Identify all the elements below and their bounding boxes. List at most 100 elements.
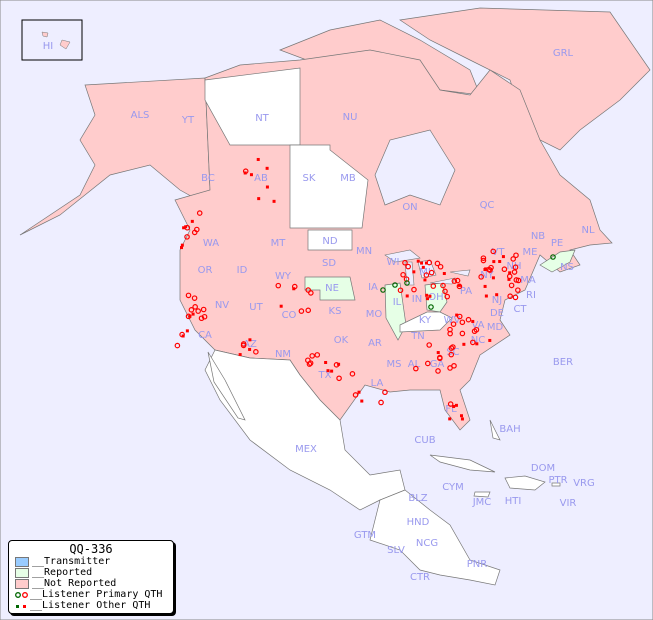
listener-primary-marker xyxy=(194,226,200,233)
listener-primary-marker xyxy=(305,287,312,293)
region-label-slv: SLV xyxy=(387,545,405,556)
region-label-ca: CA xyxy=(198,330,212,341)
listener-primary-marker xyxy=(447,401,454,407)
listener-other-marker xyxy=(423,278,427,282)
region-label-ne: NE xyxy=(325,283,339,294)
region-label-ia: IA xyxy=(368,282,378,293)
region-label-nm: NM xyxy=(275,349,291,360)
listener-other-marker xyxy=(491,276,495,280)
listener-primary-marker xyxy=(434,260,441,267)
listener-primary-marker xyxy=(488,264,494,271)
region-label-pe: PE xyxy=(551,238,563,249)
listener-other-marker xyxy=(420,261,424,265)
listener-primary-marker xyxy=(480,257,487,264)
legend-not-reported: __Not Reported xyxy=(9,578,173,589)
listener-primary-marker xyxy=(195,308,201,314)
region-label-ri: RI xyxy=(526,290,536,301)
listener-primary-marker xyxy=(470,339,476,346)
region-label-nu: NU xyxy=(343,112,358,123)
region-label-gtm: GTM xyxy=(354,530,376,541)
listener-other-marker xyxy=(337,362,341,366)
region-label-mo: MO xyxy=(366,309,383,320)
region-label-wv: WV xyxy=(444,315,461,326)
listener-other-marker xyxy=(238,353,242,357)
region-label-nd: ND xyxy=(322,236,337,247)
region-label-yt: YT xyxy=(181,115,195,126)
legend-label: __Listener Primary QTH xyxy=(30,589,163,600)
region-label-id: ID xyxy=(237,265,248,276)
hawaii-inset xyxy=(21,19,83,61)
region-label-mi: MI xyxy=(419,267,431,278)
listener-primary-marker xyxy=(184,234,190,240)
listener-other-marker xyxy=(484,267,488,271)
region-label-ks: KS xyxy=(329,306,342,317)
region-label-sk: SK xyxy=(303,173,316,184)
listener-primary-marker xyxy=(511,269,518,275)
listener-markers xyxy=(174,157,556,421)
region-label-wa: WA xyxy=(203,238,219,249)
region-label-tn: TN xyxy=(410,331,425,342)
region-label-ar: AR xyxy=(368,338,382,349)
region-label-wy: WY xyxy=(275,271,292,282)
legend: QQ-336 __Transmitter __Reported __Not Re… xyxy=(8,540,174,614)
region-label-ny: NY xyxy=(480,270,494,281)
listener-other-marker xyxy=(405,294,409,298)
listener-primary-marker xyxy=(490,248,497,255)
region-label-al: AL xyxy=(408,359,421,370)
listener-other-marker xyxy=(483,284,487,288)
region-label-fl: FL xyxy=(445,404,457,415)
listener-primary-marker xyxy=(188,307,195,313)
region-label-or: OR xyxy=(198,265,213,276)
listener-other-marker xyxy=(462,342,466,346)
listener-other-marker xyxy=(412,270,416,274)
region-label-nc: NC xyxy=(471,335,485,346)
region-label-de: DE xyxy=(490,308,504,319)
region-label-co: CO xyxy=(282,310,297,321)
region-label-ns: NS xyxy=(560,262,574,273)
listener-primary-marker xyxy=(352,392,359,398)
region-label-sd: SD xyxy=(322,258,336,269)
region-label-ms: MS xyxy=(387,359,402,370)
listener-other-marker xyxy=(360,399,364,403)
listener-primary-marker xyxy=(512,294,519,301)
listener-primary-marker xyxy=(480,255,487,261)
listener-primary-marker xyxy=(459,319,466,326)
listener-other-marker xyxy=(265,166,269,170)
region-label-cym: CYM xyxy=(442,482,464,493)
listener-primary-marker xyxy=(400,271,406,278)
legend-label: __Listener Other QTH xyxy=(30,600,151,611)
listener-primary-marker xyxy=(508,282,515,289)
listener-other-marker xyxy=(243,171,247,175)
listener-other-marker xyxy=(508,271,512,275)
listener-primary-marker xyxy=(404,280,410,286)
region-label-ok: OK xyxy=(334,335,349,346)
region-label-wi: WI xyxy=(387,257,400,268)
region-label-ct: CT xyxy=(513,304,527,315)
listener-primary-marker xyxy=(430,283,437,289)
listener-primary-marker xyxy=(307,360,314,366)
listener-primary-marker xyxy=(191,295,198,301)
legend-other-qth: __Listener Other QTH xyxy=(9,600,173,611)
region-nd xyxy=(307,229,353,251)
region-label-ky: KY xyxy=(419,315,432,326)
greenland xyxy=(399,7,651,151)
listener-primary-marker xyxy=(192,304,198,310)
region-label-on: ON xyxy=(402,202,417,213)
listener-primary-marker xyxy=(424,360,431,367)
region-label-mn: MN xyxy=(356,246,372,257)
listener-primary-marker xyxy=(456,283,463,290)
region-label-ctr: CTR xyxy=(410,572,430,583)
listener-primary-marker xyxy=(440,282,446,289)
legend-primary-qth: __Listener Primary QTH xyxy=(9,589,173,600)
listener-primary-marker xyxy=(382,389,388,396)
listener-other-marker xyxy=(426,297,430,301)
region-label-ga: GA xyxy=(430,359,445,370)
listener-primary-marker xyxy=(405,263,411,270)
listener-primary-marker xyxy=(305,307,312,314)
listener-other-marker xyxy=(256,157,260,161)
listener-primary-marker xyxy=(550,254,556,260)
region-label-nj: NJ xyxy=(492,295,502,306)
listener-other-marker xyxy=(501,255,505,259)
listener-primary-marker xyxy=(392,282,398,288)
region-label-pa: PA xyxy=(460,286,472,297)
